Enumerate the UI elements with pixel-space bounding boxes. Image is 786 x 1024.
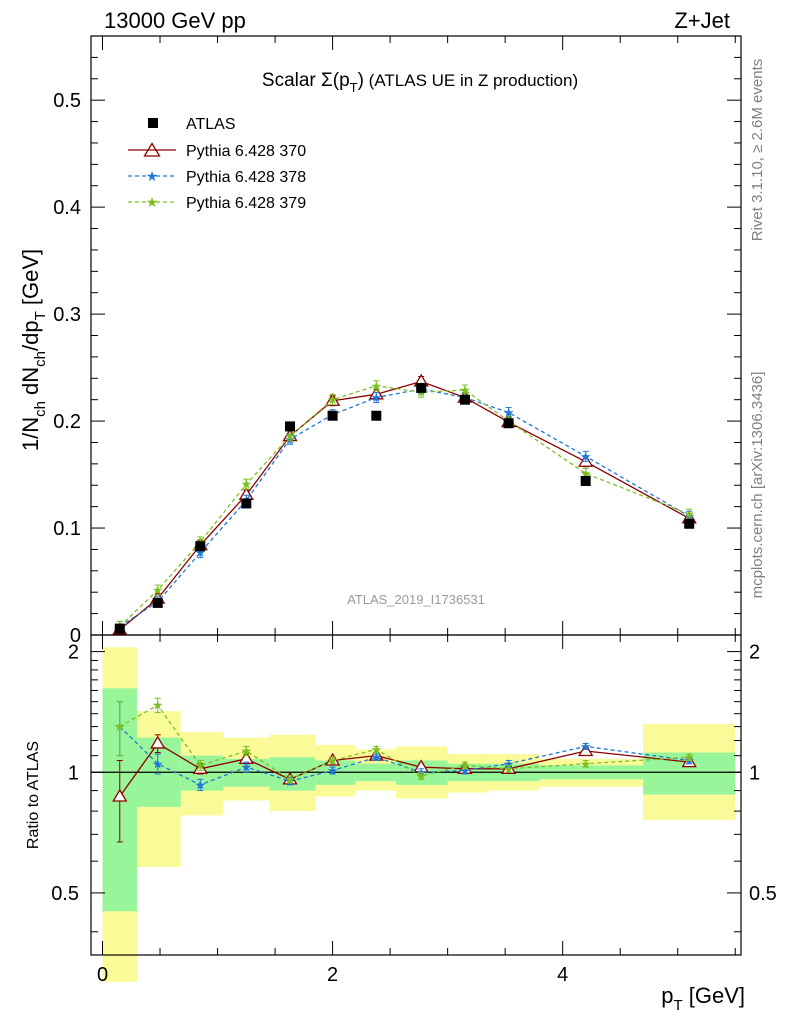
legend-p378-label: Pythia 6.428 378 xyxy=(186,169,306,186)
rivet-label: Rivet 3.1.10, ≥ 2.6M events xyxy=(749,59,766,242)
main-line-p378 xyxy=(119,388,690,627)
ratio-point-p379: ★ xyxy=(580,756,592,771)
ratio-frame xyxy=(90,634,742,956)
ratio-point-p370 xyxy=(112,788,128,802)
mcplots-label: mcplots.cern.ch [arXiv:1306.3436] xyxy=(749,372,766,599)
main-point-p379: ★ xyxy=(240,477,252,492)
main-point-atlas xyxy=(152,597,163,608)
main-y-tick-label: 0.1 xyxy=(53,518,81,540)
ratio-point-p379: ★ xyxy=(194,758,206,773)
ratio-point-p370 xyxy=(578,743,594,757)
header-left: 13000 GeV pp xyxy=(104,8,246,33)
ratio-point-p378: ★ xyxy=(240,760,252,775)
main-point-atlas xyxy=(684,518,695,529)
main-point-p379: ★ xyxy=(683,507,695,522)
main-line-p379 xyxy=(119,385,690,627)
ratio-point-p379: ★ xyxy=(459,758,471,773)
ratio-point-p379: ★ xyxy=(415,768,427,783)
ratio-point-p378: ★ xyxy=(327,763,339,778)
main-point-atlas xyxy=(580,475,591,486)
ratio-point-p379: ★ xyxy=(683,750,695,765)
main-point-p379: ★ xyxy=(459,383,471,398)
main-point-p379: ★ xyxy=(284,429,296,444)
main-point-atlas xyxy=(241,498,252,509)
ratio-point-p378: ★ xyxy=(459,763,471,778)
ratio-point-p379: ★ xyxy=(152,698,164,713)
ratio-point-p379: ★ xyxy=(327,753,339,768)
ratio-point-p378: ★ xyxy=(503,756,515,771)
main-point-p379: ★ xyxy=(370,378,382,393)
ratio-point-p379: ★ xyxy=(240,743,252,758)
main-y-tick-label: 0.2 xyxy=(53,411,81,433)
legend-atlas-marker xyxy=(148,118,158,128)
ratio-y-tick-label-right: 2 xyxy=(749,642,760,664)
ratio-point-p370 xyxy=(150,735,166,749)
main-point-atlas xyxy=(195,541,206,552)
legend-p370-label: Pythia 6.428 370 xyxy=(186,143,306,160)
main-y-label: 1/Nch dNch/dpT [GeV] xyxy=(18,249,49,451)
main-point-atlas xyxy=(416,382,427,393)
ratio-point-p379: ★ xyxy=(284,772,296,787)
main-point-p378: ★ xyxy=(503,405,515,420)
main-point-p379: ★ xyxy=(327,392,339,407)
x-tick-label: 2 xyxy=(327,964,338,986)
legend-atlas-label: ATLAS xyxy=(186,116,236,133)
ratio-point-p378: ★ xyxy=(580,739,592,754)
ratio-y-label: Ratio to ATLAS xyxy=(25,741,42,849)
x-tick-label: 0 xyxy=(97,964,108,986)
ratio-line-p379 xyxy=(119,704,690,781)
ratio-point-p378: ★ xyxy=(370,750,382,765)
analysis-watermark: ATLAS_2019_I1736531 xyxy=(347,592,485,607)
ratio-line-p370 xyxy=(119,742,690,797)
main-y-tick-label: 0.3 xyxy=(53,304,81,326)
main-point-atlas xyxy=(285,421,296,432)
main-point-p379: ★ xyxy=(152,583,164,598)
main-line-p370 xyxy=(119,380,690,631)
header-right: Z+Jet xyxy=(674,8,730,33)
ratio-point-p379: ★ xyxy=(114,719,126,734)
chart-title: Scalar Σ(pT) (ATLAS UE in Z production) xyxy=(262,70,578,95)
ratio-line-p378 xyxy=(119,726,690,786)
ratio-y-tick-label-right: 1 xyxy=(749,762,760,784)
legend-p370-marker xyxy=(143,142,161,157)
main-axes: 00.10.20.30.40.5★★★★★★★★★★★★★★★★★★★★★★★★ xyxy=(53,35,742,647)
ratio-point-p379: ★ xyxy=(503,761,515,776)
main-point-p378: ★ xyxy=(580,449,592,464)
main-point-atlas xyxy=(327,410,338,421)
main-point-atlas xyxy=(114,623,125,634)
legend-p378-marker: ★ xyxy=(146,168,159,184)
legend-p379-marker: ★ xyxy=(146,194,159,210)
main-point-atlas xyxy=(371,410,382,421)
x-tick-label: 4 xyxy=(557,964,568,986)
main-point-p378: ★ xyxy=(370,390,382,405)
ratio-point-p379: ★ xyxy=(370,742,382,757)
main-y-tick-label: 0 xyxy=(70,625,81,647)
main-point-p378: ★ xyxy=(194,545,206,560)
main-y-tick-label: 0.5 xyxy=(53,90,81,112)
main-point-atlas xyxy=(503,418,514,429)
ratio-point-p378: ★ xyxy=(152,756,164,771)
main-y-tick-label: 0.4 xyxy=(53,197,81,219)
x-axis-label: pT [GeV] xyxy=(661,983,745,1014)
ratio-point-p378: ★ xyxy=(194,777,206,792)
ratio-y-tick-label: 1 xyxy=(68,762,79,784)
legend-p379-label: Pythia 6.428 379 xyxy=(186,195,306,212)
legend: ATLAS Pythia 6.428 370 ★ Pythia 6.428 37… xyxy=(128,116,306,212)
ratio-y-tick-label-right: 0.5 xyxy=(749,883,777,905)
ratio-y-tick-label: 0.5 xyxy=(51,883,79,905)
main-point-p379: ★ xyxy=(580,466,592,481)
ratio-y-tick-label: 2 xyxy=(68,642,79,664)
main-point-atlas xyxy=(459,394,470,405)
